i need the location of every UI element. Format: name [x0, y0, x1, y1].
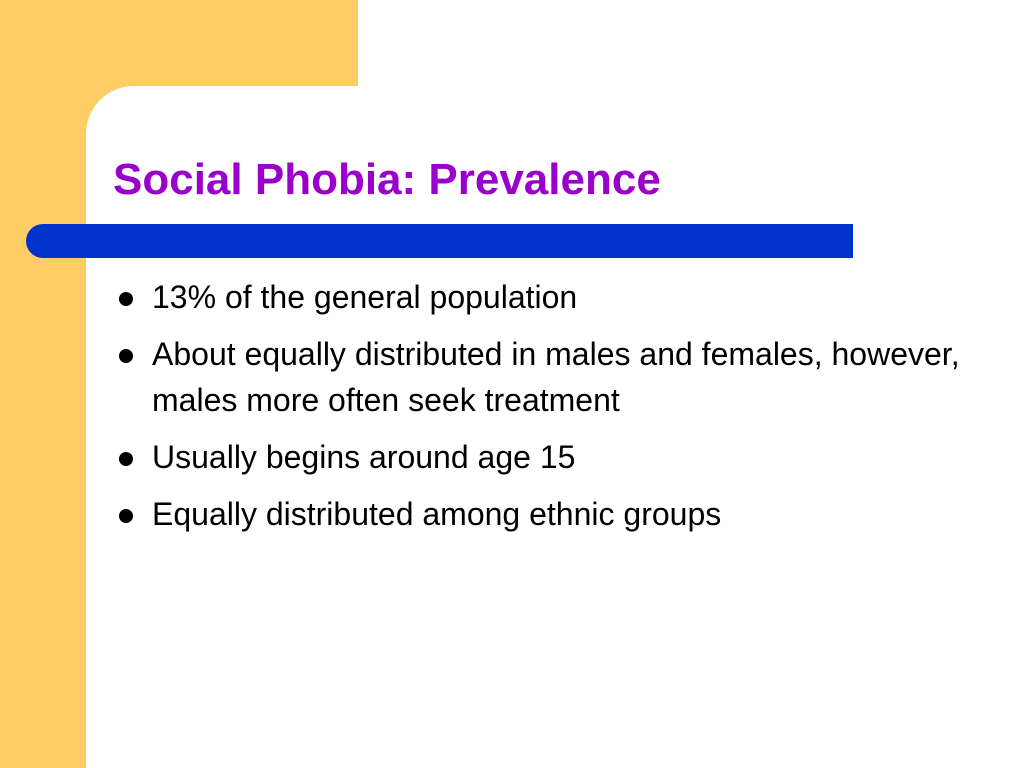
bullet-dot-icon [119, 509, 133, 523]
title-underline-bar [26, 224, 853, 258]
bullet-dot-icon [119, 292, 133, 306]
bullet-text: 13% of the general population [152, 279, 578, 315]
bullet-item: Equally distributed among ethnic groups [116, 491, 1006, 537]
slide-title: Social Phobia: Prevalence [113, 155, 661, 204]
bullet-dot-icon [119, 349, 133, 363]
bullet-list: 13% of the general population About equa… [116, 274, 1006, 548]
bullet-dot-icon [119, 452, 133, 466]
content-panel [86, 86, 1024, 768]
bullet-item: 13% of the general population [116, 274, 1006, 320]
bullet-item: About equally distributed in males and f… [116, 331, 1006, 423]
bullet-item: Usually begins around age 15 [116, 434, 1006, 480]
bullet-text: About equally distributed in males and f… [152, 336, 960, 418]
bullet-text: Usually begins around age 15 [152, 439, 576, 475]
bullet-text: Equally distributed among ethnic groups [152, 496, 722, 532]
